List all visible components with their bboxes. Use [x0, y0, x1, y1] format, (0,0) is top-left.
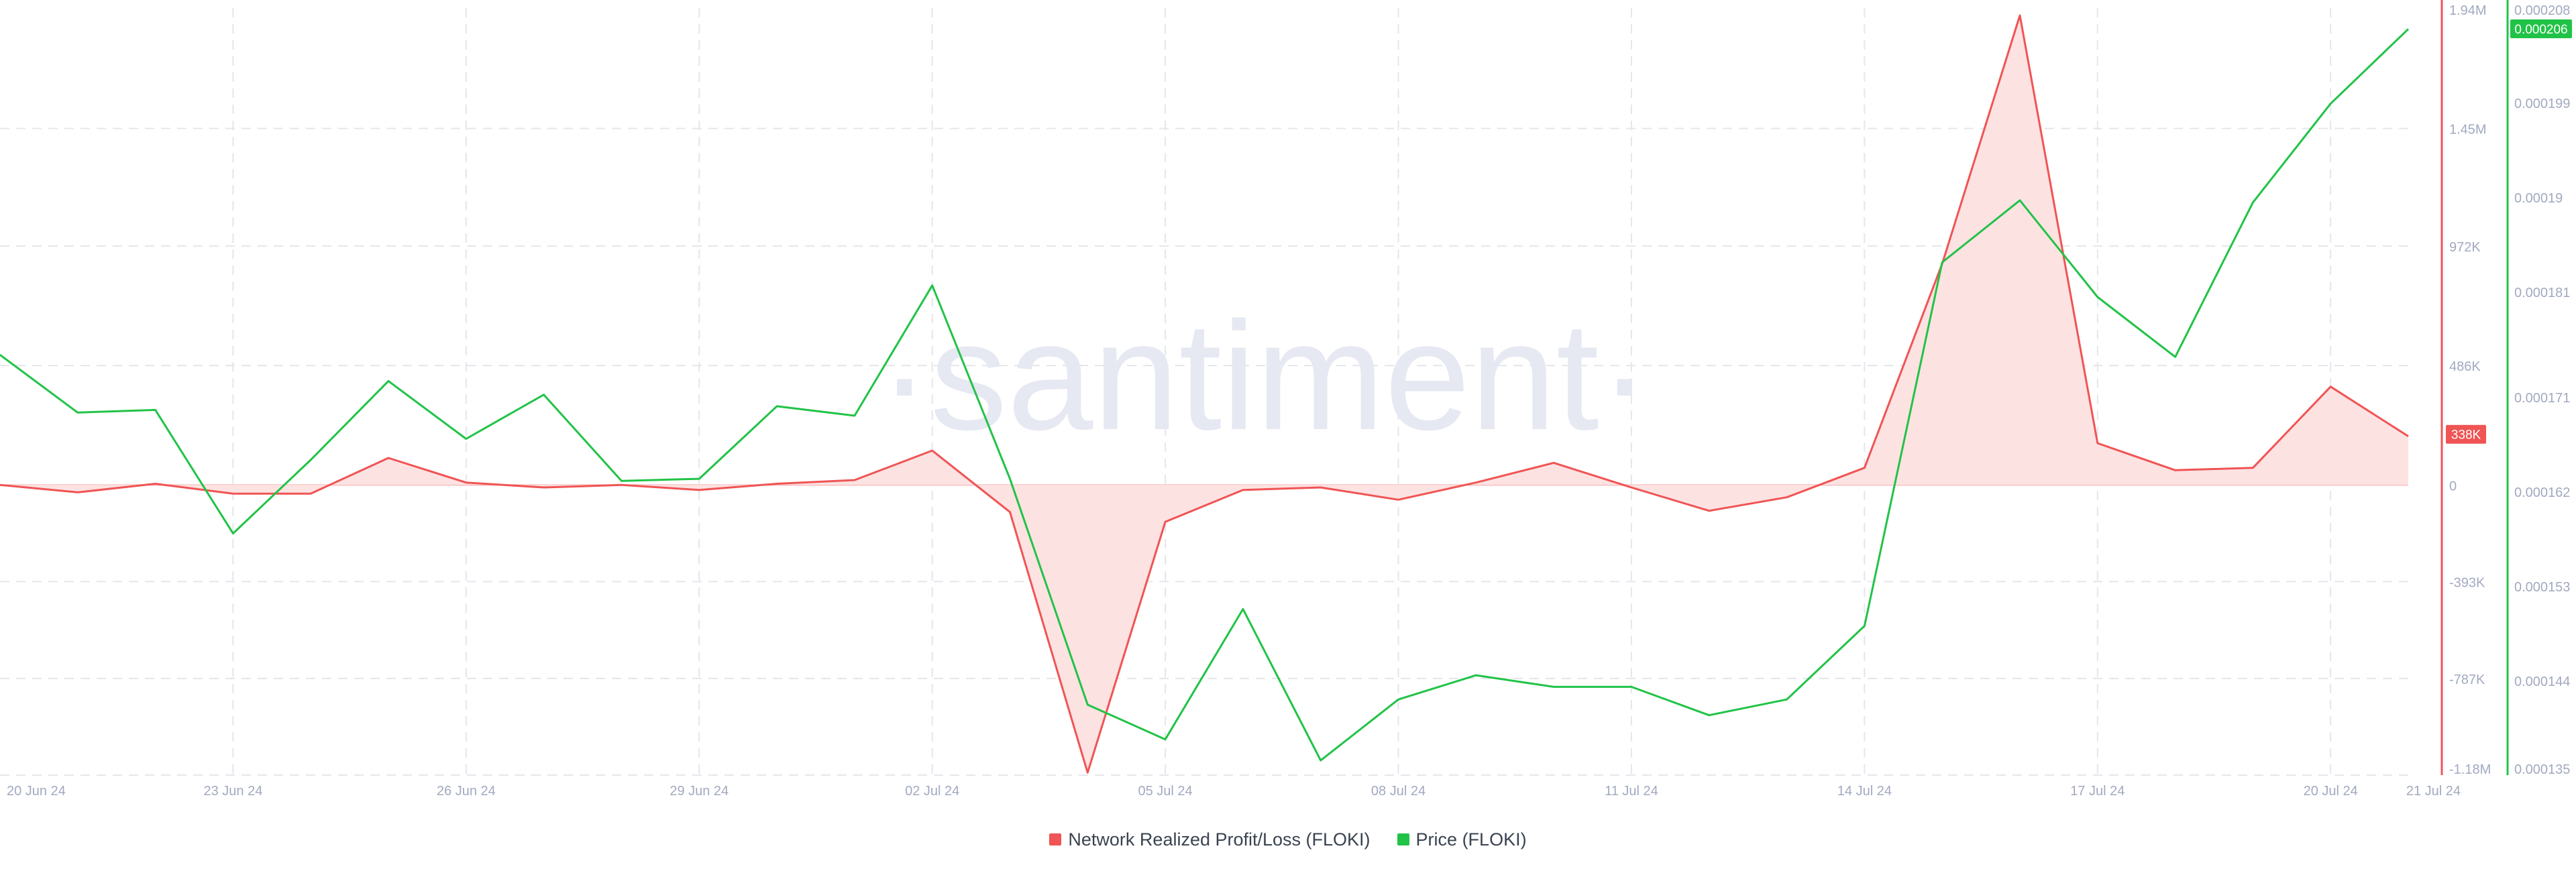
x-tick-label: 23 Jun 24 — [203, 784, 262, 799]
y-tick-label-price: 0.000144 — [2514, 675, 2570, 689]
legend-label-profit-loss: Network Realized Profit/Loss (FLOKI) — [1068, 829, 1370, 850]
y-tick-label-price: 0.000135 — [2514, 762, 2570, 777]
y-tick-label-profit-loss: 0 — [2449, 479, 2457, 493]
x-tick-label: 05 Jul 24 — [1138, 784, 1193, 799]
y-tick-label-price: 0.00019 — [2514, 191, 2563, 206]
y-tick-label-profit-loss: 1.45M — [2449, 123, 2487, 137]
x-tick-label: 20 Jun 24 — [7, 784, 66, 799]
x-tick-label: 29 Jun 24 — [669, 784, 729, 799]
y-tick-label-profit-loss: -393K — [2449, 575, 2485, 590]
y-tick-label-profit-loss: -787K — [2449, 673, 2485, 687]
current-value-badge-price: 0.000206 — [2514, 23, 2567, 37]
y-tick-label-price: 0.000208 — [2514, 3, 2570, 18]
y-tick-label-price: 0.000171 — [2514, 391, 2570, 406]
x-tick-label: 20 Jul 24 — [2304, 784, 2358, 799]
y-tick-label-profit-loss: 972K — [2449, 240, 2481, 255]
legend-swatch-profit-loss — [1049, 833, 1061, 845]
y-tick-label-profit-loss: 486K — [2449, 359, 2481, 374]
legend-item-profit-loss[interactable]: Network Realized Profit/Loss (FLOKI) — [1049, 829, 1370, 850]
current-value-badge-profit-loss: 338K — [2451, 428, 2481, 443]
legend-swatch-price — [1397, 833, 1409, 845]
watermark: ·santiment· — [879, 290, 1650, 462]
y-tick-label-price: 0.000181 — [2514, 286, 2570, 300]
x-tick-label: 08 Jul 24 — [1371, 784, 1426, 799]
x-tick-label: 21 Jul 24 — [2406, 784, 2461, 799]
x-tick-label: 14 Jul 24 — [1837, 784, 1892, 799]
x-tick-label: 26 Jun 24 — [437, 784, 496, 799]
x-tick-label: 02 Jul 24 — [905, 784, 959, 799]
y-tick-label-price: 0.000199 — [2514, 97, 2570, 111]
legend-label-price: Price (FLOKI) — [1416, 829, 1527, 850]
y-tick-label-price: 0.000153 — [2514, 580, 2570, 595]
y-tick-label-price: 0.000162 — [2514, 485, 2570, 500]
x-tick-label: 11 Jul 24 — [1605, 784, 1658, 799]
x-tick-label: 17 Jul 24 — [2070, 784, 2125, 799]
legend-item-price[interactable]: Price (FLOKI) — [1397, 829, 1527, 850]
y-tick-label-profit-loss: 1.94M — [2449, 3, 2487, 18]
y-tick-label-profit-loss: -1.18M — [2449, 762, 2491, 777]
legend: Network Realized Profit/Loss (FLOKI) Pri… — [0, 823, 2576, 856]
